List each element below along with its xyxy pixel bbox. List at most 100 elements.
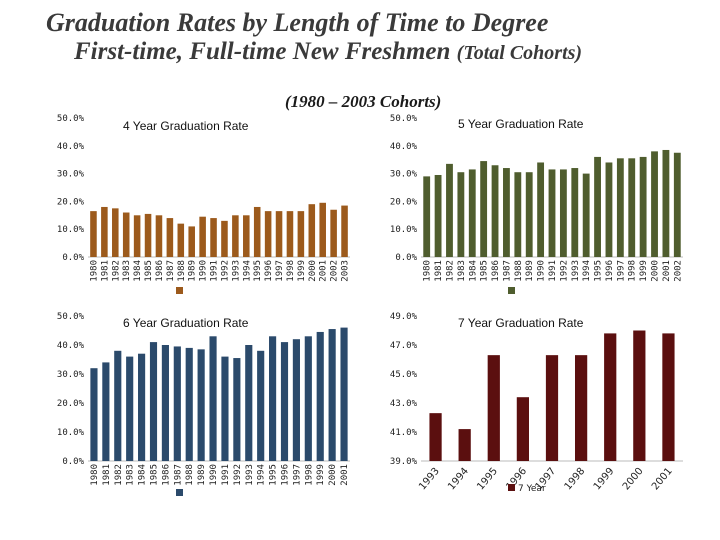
chart-5yr-bar [457,172,465,257]
chart-4yr-ytick: 30.0% [57,170,85,180]
chart-6yr-bar [90,368,98,461]
chart-5yr-xtick: 1983 [457,260,467,282]
chart-4yr-xtick: 1984 [133,260,143,282]
chart-7yr-bar [574,355,588,461]
chart-7yr-bar [604,333,617,461]
chart-5yr-bar [503,168,510,257]
main-title-line-2: First-time, Full-time New Freshmen (Tota… [74,38,582,66]
chart-5yr-bar [605,162,613,257]
chart-7yr-bar [429,413,442,461]
chart-5yr-xtick: 1991 [548,260,558,282]
chart-6-year-svg: 0.0% 10.0% 20.0% 30.0% 40.0% 50.0% 6 Year Grad… [57,312,350,496]
chart-4yr-xtick: 1996 [264,260,274,282]
chart-7yr-ytick: 45.0% [390,370,418,380]
chart-6yr-bar [340,327,348,461]
chart-6yr-ytick: 30.0% [57,370,85,380]
chart-5yr-xtick: 1988 [514,260,524,282]
chart-6yr-ytick: 0.0% [62,457,84,467]
chart-6yr-xtick: 1988 [185,464,195,486]
chart-4yr-bar [232,215,239,257]
chart-7yr-bar [516,397,530,461]
chart-6yr-ytick: 10.0% [57,428,85,438]
chart-5yr-xtick: 2002 [673,260,683,282]
chart-4yr-bar [133,215,141,257]
chart-6yr-xtick: 1986 [161,464,171,486]
chart-4yr-bar [166,218,174,257]
chart-6yr-xtick: 1990 [209,464,219,486]
chart-6yr-bar [114,350,122,461]
chart-6yr-bar [138,353,146,461]
chart-4yr-bar [177,223,185,257]
chart-7yr-legend-label: 7 Year [518,484,546,494]
chart-6yr-bar [185,347,193,461]
chart-7yr-ytick: 49.0% [390,312,418,322]
chart-6yr-bar [245,345,253,461]
chart-4yr-xtick: 1999 [297,260,307,282]
chart-4yr-xtick: 1995 [253,260,263,282]
chart-5yr-ytick: 30.0% [390,170,418,180]
chart-4yr-xtick: 1997 [275,260,285,282]
chart-4yr-xtick: 1987 [166,260,176,282]
chart-4-year: 0.0% 10.0% 20.0% 30.0% 40.0% 50.0% 4 Year Grad… [38,108,358,303]
chart-7yr-xtick: 1999 [592,466,617,493]
chart-4yr-bar [297,211,305,257]
chart-6yr-bar [292,339,300,461]
chart-6yr-xtick: 1994 [257,464,267,486]
chart-4yr-xtick: 1980 [89,260,99,282]
chart-6yr-bar [149,342,158,461]
chart-4yr-bar [319,202,326,257]
chart-6yr-xtick: 1992 [233,464,243,486]
chart-6yr-bar [304,336,312,461]
chart-5yr-bar [525,172,533,257]
chart-5yr-xtick: 1982 [445,260,455,282]
chart-5yr-bar [423,176,431,257]
chart-5yr-xtick: 2001 [662,260,672,282]
chart-7yr-bar [633,330,646,461]
chart-4yr-bar [112,208,119,257]
chart-5yr-xtick: 1997 [616,260,626,282]
chart-4yr-bar [155,215,163,257]
chart-6yr-xtick: 1981 [102,464,112,486]
chart-6yr-xtick: 1987 [173,464,183,486]
chart-5yr-xtick: 1981 [434,260,444,282]
chart-6yr-bar [209,336,217,461]
chart-4yr-title: 4 Year Graduation Rate [123,119,249,133]
chart-4yr-bar [90,211,97,257]
chart-4yr-xtick: 1983 [122,260,132,282]
chart-6yr-ytick: 50.0% [57,312,85,322]
chart-4-year-svg: 0.0% 10.0% 20.0% 30.0% 40.0% 50.0% 4 Year Grad… [57,114,351,294]
chart-4yr-ytick: 0.0% [62,253,84,263]
chart-5yr-xtick: 1987 [502,260,512,282]
chart-6yr-bar [316,331,324,461]
chart-7yr-ytick: 47.0% [390,341,418,351]
chart-7yr-title: 7 Year Graduation Rate [458,316,584,330]
chart-7-year: 39.0% 41.0% 43.0% 45.0% 47.0% 49.0% 7 Year Gra… [383,305,693,505]
chart-4yr-xtick: 1986 [155,260,165,282]
chart-7yr-ytick: 43.0% [390,399,418,409]
chart-4yr-xtick: 1990 [199,260,209,282]
chart-5yr-xtick: 1986 [491,260,501,282]
chart-5yr-ytick: 50.0% [390,114,418,124]
chart-7yr-bar [545,355,559,461]
chart-5yr-ytick: 40.0% [390,142,418,152]
main-title-line-2-main: First-time, Full-time New Freshmen [74,38,451,65]
chart-4yr-bar [341,205,348,257]
chart-4yr-xtick: 1991 [210,260,220,282]
chart-4yr-bar [264,211,272,257]
chart-5yr-bar [480,161,488,257]
chart-6yr-xtick: 1983 [126,464,136,486]
chart-6yr-title: 6 Year Graduation Rate [123,316,249,330]
chart-6yr-xtick: 1991 [221,464,231,486]
chart-4yr-bar [243,215,250,257]
chart-4yr-bar [101,206,108,257]
chart-7yr-xtick: 1993 [417,466,442,493]
chart-6yr-bar [280,342,289,461]
chart-5yr-xtick: 1994 [582,260,592,282]
chart-7yr-xtick: 1995 [475,466,500,493]
chart-4yr-xtick: 1998 [286,260,296,282]
chart-5yr-xtick: 1999 [639,260,649,282]
chart-5yr-xtick: 1989 [525,260,535,282]
chart-6yr-bar [233,358,241,461]
chart-4yr-xtick: 1985 [144,260,154,282]
chart-6yr-xtick: 1982 [114,464,124,486]
